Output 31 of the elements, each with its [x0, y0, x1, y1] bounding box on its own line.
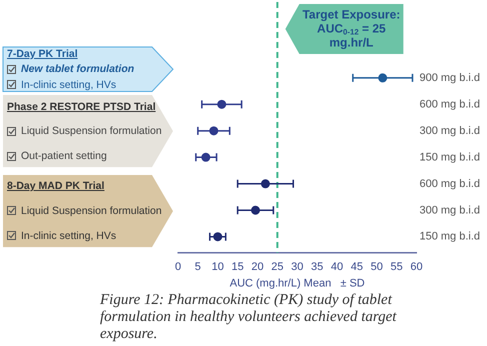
x-tick-label: 50	[370, 261, 383, 274]
x-tick-label: 15	[231, 261, 244, 274]
x-tick-label: 25	[271, 261, 284, 274]
y-tick-label: 150 mg b.i.d	[419, 151, 480, 164]
text: In-clinic setting, HVs	[21, 78, 116, 91]
y-tick-label: 900 mg b.i.d	[419, 72, 480, 84]
text: Liquid Suspension formulation	[21, 204, 162, 217]
x-tick-label: 5	[194, 261, 201, 274]
text: 8-Day MAD PK Trial	[7, 180, 104, 192]
y-tick-label: 600 mg b.i.d	[419, 178, 480, 190]
text: Phase 2 RESTORE PTSD Trial	[7, 100, 156, 113]
caption: Figure 12: Pharmacokinetic (PK) study of tablet formulation in healthy volunteers achieved target exposure.	[100, 292, 398, 343]
y-tick-label: 150 mg b.i.d	[419, 230, 480, 243]
x-axis-title: AUC (mg.hr/L) Mean ± SD	[230, 277, 365, 290]
x-tick-label: 60	[410, 261, 423, 274]
x-tick-label: 45	[350, 261, 363, 274]
x-tick-label: 35	[310, 261, 324, 274]
y-tick-label: 300 mg b.i.d	[419, 204, 480, 216]
text: New tablet formulation	[21, 63, 134, 76]
y-tick-label: 300 mg b.i.d	[419, 124, 480, 137]
x-tick-label: 0	[174, 261, 182, 274]
x-tick-label: 30	[291, 261, 304, 274]
x-tick-label: 20	[251, 261, 264, 274]
y-tick-label: 600 mg b.i.d	[419, 98, 480, 110]
text: 7-Day PK Trial	[7, 48, 78, 60]
text: In-clinic setting, HVs	[21, 230, 116, 242]
text: Liquid Suspension formulation	[21, 125, 162, 138]
x-tick-label: 10	[212, 261, 224, 274]
x-tick-label: 40	[330, 261, 344, 274]
x-tick-label: 55	[390, 261, 403, 274]
text: Out-patient setting	[21, 150, 107, 162]
